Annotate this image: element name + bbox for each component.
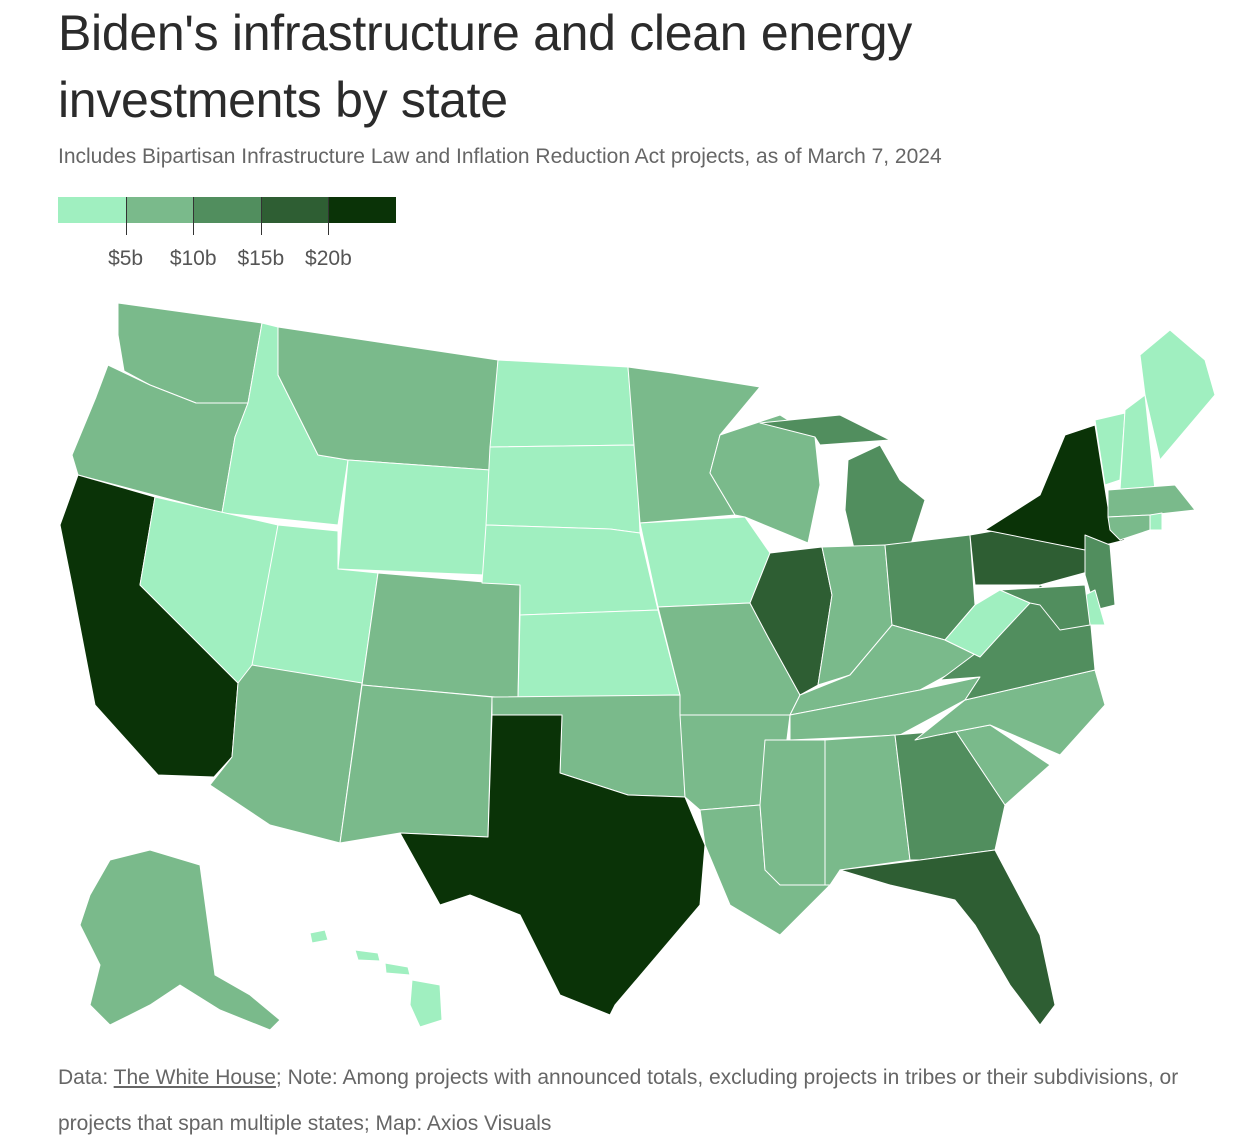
legend-tick (125, 197, 127, 235)
legend-bin-0 (58, 197, 126, 223)
data-source-link[interactable]: The White House (113, 1066, 276, 1089)
legend-tick (193, 197, 195, 235)
state-ma (1107, 484, 1196, 518)
state-ms (759, 739, 826, 886)
state-fl (839, 849, 1056, 1026)
state-ct (1107, 514, 1151, 541)
state-co (361, 572, 521, 700)
legend-bin-2 (193, 197, 261, 223)
state-mi (759, 414, 926, 554)
state-ia (639, 516, 771, 608)
state-nm (339, 684, 493, 844)
legend-tick-label: $15b (237, 247, 285, 270)
chart-title: Biden's infrastructure and clean energy … (58, 5, 912, 128)
state-md (999, 584, 1091, 631)
state-hi (309, 929, 443, 1028)
legend-bin-4 (328, 197, 396, 223)
state-sd (485, 444, 641, 534)
state-nd (489, 359, 636, 448)
state-me (1139, 329, 1216, 461)
color-legend: $5b $10b $15b $20b (58, 197, 398, 277)
legend-tick (260, 197, 262, 235)
legend-bin-3 (260, 197, 329, 223)
us-choropleth-map (0, 285, 1234, 1045)
state-ri (1149, 512, 1163, 531)
legend-tick-label: $5b (108, 247, 144, 270)
state-wy (337, 459, 491, 576)
state-vt (1094, 412, 1126, 486)
legend-tick-label: $20b (305, 247, 352, 270)
legend-bins (58, 197, 398, 223)
state-ks (517, 609, 681, 700)
state-tx (399, 714, 706, 1016)
chart-subtitle: Includes Bipartisan Infrastructure Law a… (58, 145, 942, 168)
legend-bin-1 (125, 197, 194, 223)
legend-tick (328, 197, 330, 235)
footer-note: Data: The White House; Note: Among proje… (58, 1055, 1208, 1147)
state-ak (79, 849, 281, 1031)
data-prefix: Data: (58, 1066, 114, 1089)
legend-tick-label: $10b (169, 247, 217, 270)
footer-note-text: ; Note: Among projects with announced to… (58, 1066, 1179, 1135)
